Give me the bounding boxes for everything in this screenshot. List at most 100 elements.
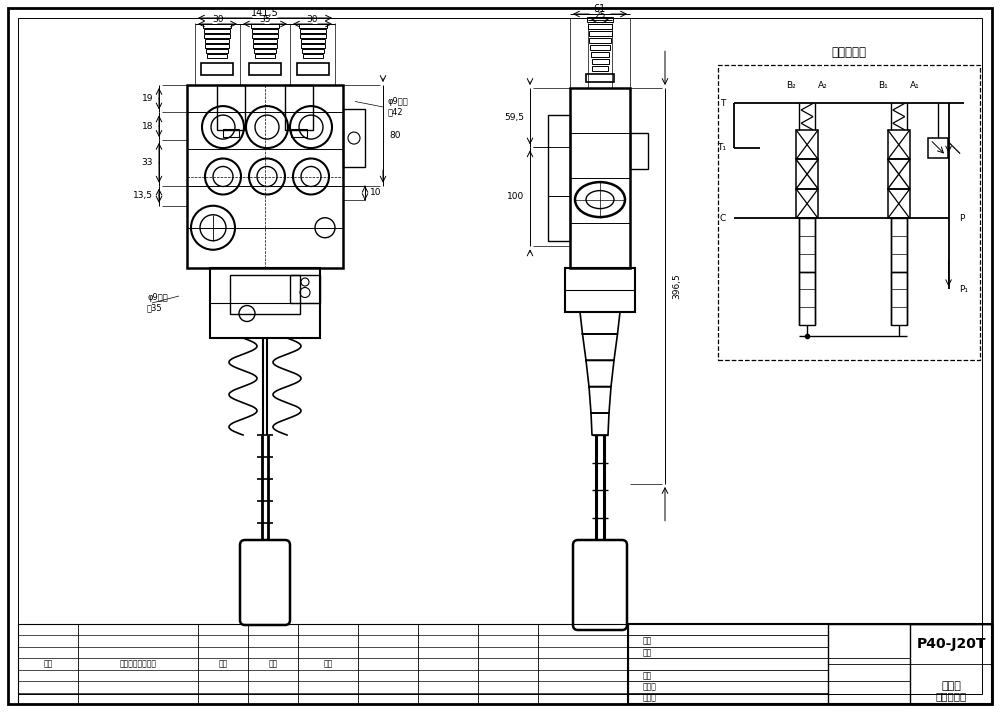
Bar — [587, 17, 613, 22]
Text: 图号: 图号 — [643, 637, 652, 646]
Bar — [799, 271, 815, 325]
Text: C: C — [720, 214, 726, 223]
Bar — [928, 137, 948, 157]
Text: B₁: B₁ — [878, 81, 888, 90]
Text: 25: 25 — [594, 11, 606, 19]
Bar — [586, 74, 614, 82]
Bar — [251, 24, 279, 28]
Text: P₁: P₁ — [959, 285, 968, 293]
Bar — [299, 24, 327, 28]
Bar — [796, 130, 818, 159]
Bar — [203, 24, 231, 28]
Text: A₂: A₂ — [818, 81, 828, 90]
Bar — [591, 52, 609, 57]
Bar — [290, 275, 320, 303]
Bar — [343, 109, 365, 167]
Bar — [592, 59, 608, 64]
Bar — [588, 31, 612, 36]
FancyBboxPatch shape — [240, 540, 290, 625]
Text: 审核: 审核 — [218, 659, 228, 669]
Bar — [828, 624, 992, 704]
Bar — [301, 39, 325, 43]
Bar — [223, 129, 239, 137]
Bar — [18, 624, 628, 704]
Text: T₁: T₁ — [717, 143, 726, 152]
Bar — [204, 34, 230, 38]
Bar — [204, 29, 230, 33]
Bar — [590, 45, 610, 50]
Text: 33: 33 — [142, 158, 153, 167]
Bar — [205, 44, 229, 48]
Bar — [205, 39, 229, 43]
Bar — [891, 271, 907, 325]
Bar — [230, 275, 300, 313]
Text: 多路阀: 多路阀 — [941, 681, 961, 691]
Bar — [291, 129, 307, 137]
Text: 外形尺寸图: 外形尺寸图 — [935, 691, 967, 701]
Bar — [253, 44, 277, 48]
Bar — [255, 54, 275, 58]
Bar — [249, 63, 281, 75]
Bar — [628, 624, 992, 704]
Bar — [302, 49, 324, 53]
Text: 80: 80 — [389, 131, 400, 140]
Text: 61: 61 — [594, 4, 606, 14]
Text: 141,5: 141,5 — [251, 8, 279, 18]
Text: 比例: 比例 — [643, 671, 652, 680]
Bar — [565, 268, 635, 312]
Text: 液压原理图: 液压原理图 — [832, 46, 866, 58]
Text: φ9量孔
高35: φ9量孔 高35 — [147, 293, 168, 313]
Text: 质检组: 质检组 — [643, 693, 657, 703]
Text: A₁: A₁ — [910, 81, 919, 90]
Bar — [207, 54, 227, 58]
Bar — [888, 189, 910, 219]
Bar — [888, 159, 910, 189]
Text: T: T — [720, 99, 726, 108]
Bar — [588, 24, 612, 29]
FancyBboxPatch shape — [573, 540, 627, 630]
Bar — [570, 88, 630, 268]
Text: 10: 10 — [370, 189, 382, 197]
Bar — [210, 268, 320, 338]
Text: 100: 100 — [507, 192, 524, 201]
Text: 19: 19 — [142, 94, 153, 103]
Bar — [589, 38, 611, 43]
Text: 396,5: 396,5 — [672, 273, 681, 299]
Text: 日期: 日期 — [268, 659, 278, 669]
Bar — [300, 29, 326, 33]
Text: 工艺组: 工艺组 — [643, 682, 657, 691]
Bar — [548, 115, 570, 241]
Bar — [252, 29, 278, 33]
Text: 30: 30 — [212, 14, 224, 23]
Bar — [796, 159, 818, 189]
Bar — [206, 49, 228, 53]
Bar — [718, 65, 980, 360]
Text: 标记: 标记 — [43, 659, 53, 669]
Bar — [300, 34, 326, 38]
Bar — [592, 66, 608, 71]
Bar — [187, 85, 343, 268]
Text: φ9量孔
高42: φ9量孔 高42 — [388, 98, 409, 117]
Bar — [254, 49, 276, 53]
Text: 13,5: 13,5 — [133, 192, 153, 200]
Text: 59,5: 59,5 — [504, 113, 524, 122]
Text: 双益合管控股集团: 双益合管控股集团 — [120, 659, 156, 669]
Bar — [301, 44, 325, 48]
Text: 18: 18 — [142, 122, 153, 131]
Bar — [217, 85, 245, 130]
Bar — [891, 219, 907, 271]
Text: 材料: 材料 — [643, 648, 652, 657]
Text: P: P — [959, 214, 964, 223]
Bar — [253, 39, 277, 43]
Text: 35: 35 — [259, 14, 271, 23]
Bar — [252, 34, 278, 38]
Bar — [303, 54, 323, 58]
Bar — [630, 133, 648, 169]
Bar — [910, 624, 992, 704]
Text: P40-J20T: P40-J20T — [916, 637, 986, 651]
Bar — [888, 130, 910, 159]
Text: 签名: 签名 — [323, 659, 333, 669]
Bar — [297, 63, 329, 75]
Text: 30: 30 — [306, 14, 318, 23]
Text: B₂: B₂ — [786, 81, 796, 90]
